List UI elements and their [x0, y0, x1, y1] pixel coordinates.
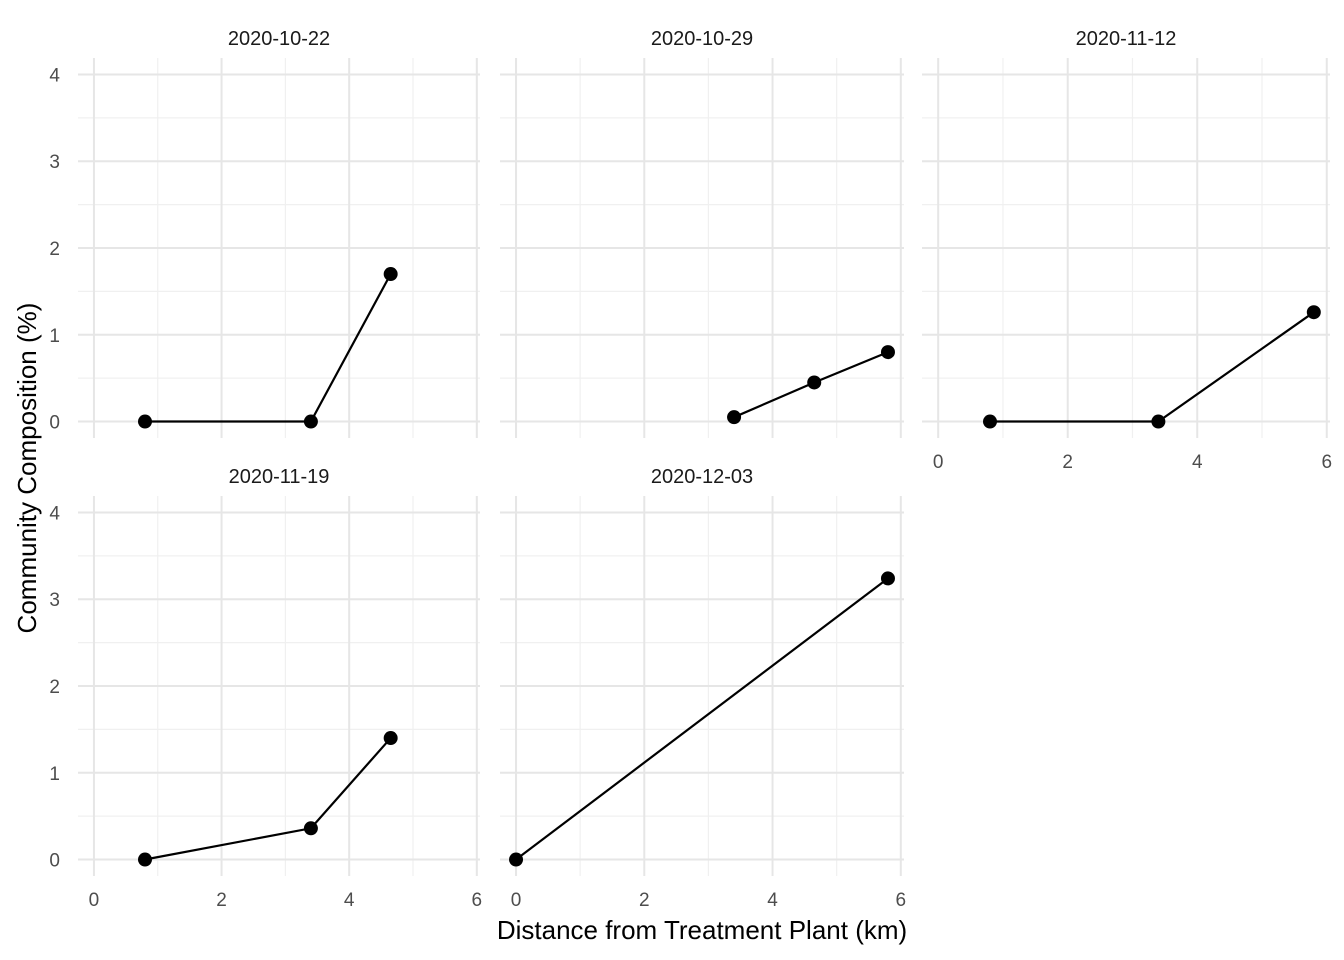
y-tick-label: 0 — [49, 851, 60, 872]
data-point — [983, 414, 997, 429]
series-line — [515, 577, 889, 861]
facet-panel: 2020-12-03 0 2 4 6 — [500, 466, 906, 911]
facet-panel: 2020-11-12 0 2 4 6 — [922, 28, 1332, 473]
data-point — [1306, 305, 1321, 320]
data-point — [880, 571, 895, 586]
x-tick-label: 6 — [1321, 452, 1332, 473]
facet-title: 2020-11-19 — [229, 466, 330, 488]
facet-title: 2020-12-03 — [651, 466, 753, 488]
x-tick-label: 6 — [896, 890, 907, 911]
y-tick-label: 2 — [49, 239, 60, 260]
y-tick-label: 4 — [49, 65, 60, 86]
series-line — [990, 311, 1315, 423]
y-tick-label: 3 — [49, 590, 60, 611]
data-point — [303, 414, 318, 429]
series-line — [145, 273, 392, 423]
x-axis-title: Distance from Treatment Plant (km) — [497, 915, 907, 945]
x-tick-label: 2 — [216, 890, 227, 911]
data-point — [138, 852, 152, 867]
data-point — [303, 821, 318, 836]
x-tick-label: 2 — [639, 890, 650, 911]
x-tick-label: 4 — [1192, 452, 1203, 473]
data-point — [880, 345, 895, 360]
facet-title: 2020-11-12 — [1076, 28, 1177, 50]
y-tick-label: 1 — [49, 764, 60, 785]
x-tick-label: 0 — [511, 890, 522, 911]
data-point — [383, 731, 398, 746]
y-tick-label: 2 — [49, 677, 60, 698]
data-point — [727, 410, 742, 425]
y-axis-title: Community Composition (%) — [12, 303, 42, 634]
y-tick-label: 3 — [49, 152, 60, 173]
y-tick-label: 0 — [49, 413, 60, 434]
facet-title: 2020-10-22 — [228, 28, 330, 50]
facet-title: 2020-10-29 — [651, 28, 753, 50]
facet-panel: 2020-10-29 — [500, 28, 904, 438]
series-line — [144, 737, 392, 861]
x-tick-label: 6 — [472, 890, 483, 911]
y-tick-label: 1 — [49, 326, 60, 347]
data-point — [383, 267, 398, 282]
data-point — [138, 414, 152, 429]
data-point — [509, 852, 524, 867]
facet-panel: 2020-10-22 0 1 2 3 4 — [49, 28, 480, 438]
data-point — [807, 375, 822, 390]
x-tick-label: 2 — [1062, 452, 1073, 473]
facet-panel: 2020-11-19 0 1 2 3 4 0 2 4 6 — [49, 466, 482, 911]
x-tick-label: 4 — [767, 890, 778, 911]
x-tick-label: 0 — [89, 890, 100, 911]
x-tick-label: 4 — [344, 890, 355, 911]
data-point — [1151, 414, 1166, 429]
y-tick-label: 4 — [49, 503, 60, 524]
x-tick-label: 0 — [933, 452, 944, 473]
